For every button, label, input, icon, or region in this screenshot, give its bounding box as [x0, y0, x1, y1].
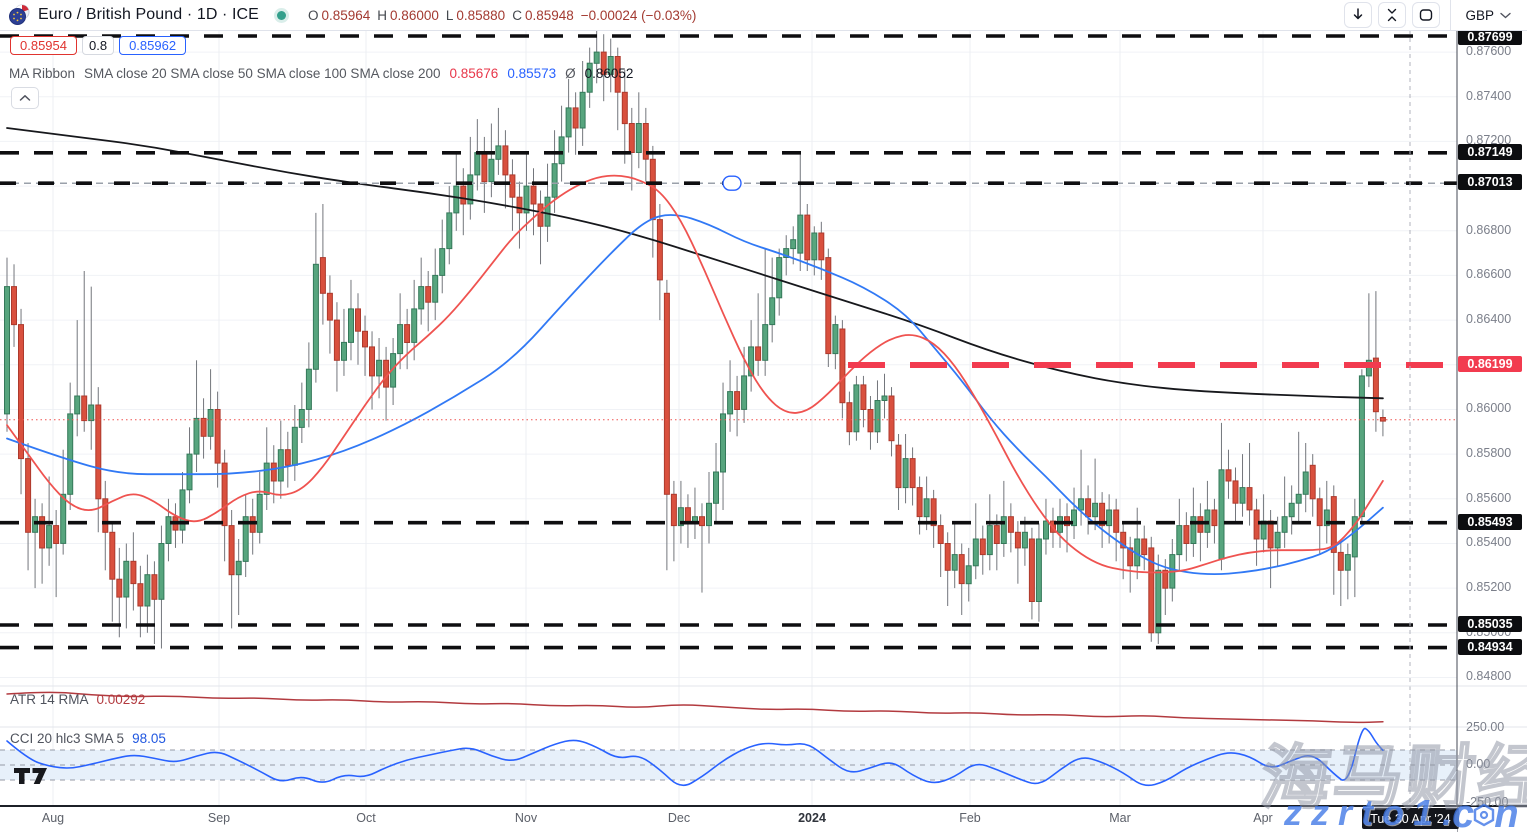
indicator-lines[interactable] — [6, 691, 1384, 787]
price-axis-label: 0.84800 — [1466, 669, 1512, 684]
high-value: 0.86000 — [390, 7, 439, 23]
chevron-up-icon — [19, 95, 31, 101]
candles-layer[interactable] — [4, 29, 1386, 649]
low-value: 0.85880 — [456, 7, 506, 23]
market-status-dot[interactable] — [276, 10, 286, 20]
price-axis[interactable]: 0.87600 0.87400 0.87200 0.86800 0.86600 0.864… — [1457, 0, 1527, 832]
maximize-pane-button[interactable] — [1412, 2, 1441, 28]
grid-layer — [0, 30, 1457, 806]
ohlc-readout: O 0.85964 H 0.86000 L 0.85880 C 0.85948 −0.0… — [308, 8, 696, 23]
time-axis-label: Feb — [959, 811, 981, 825]
cci-axis-label: 250.00 — [1466, 719, 1505, 734]
price-levels[interactable] — [0, 34, 1457, 650]
collapse-vertical-icon — [1388, 8, 1397, 22]
cci-title: CCI 20 hlc3 SMA 5 — [10, 731, 125, 746]
price-axis-label: 0.85400 — [1466, 535, 1512, 550]
time-axis-label: Nov — [514, 811, 538, 825]
currency-dropdown[interactable]: GBP — [1450, 0, 1521, 30]
price-axis-label: 0.86600 — [1466, 267, 1512, 282]
time-axis-label: Oct — [356, 811, 376, 825]
bid-ask-row: 0.85954 0.8 0.85962 — [10, 36, 187, 55]
spread-chip[interactable]: 0.8 — [82, 36, 115, 55]
price-axis-label: 0.86800 — [1466, 222, 1512, 237]
bid-price-chip[interactable]: 0.85954 — [10, 36, 77, 55]
sma20-value: 0.85676 — [449, 66, 499, 81]
time-axis[interactable]: Aug Sep Oct Nov Dec 2024 Feb Mar Apr — [0, 807, 1457, 832]
close-value: 0.85948 — [524, 7, 574, 23]
price-axis-label: 0.85600 — [1466, 490, 1512, 505]
ma-ribbon-params: SMA close 20 SMA close 50 SMA close 100 … — [84, 66, 441, 81]
ask-price-chip[interactable]: 0.85962 — [119, 36, 187, 55]
cci-value: 98.05 — [132, 731, 166, 746]
chevron-down-icon — [1500, 12, 1511, 18]
top-toolbar: Euro / British Pound · 1D · ICE O 0.85964… — [0, 0, 1527, 31]
change-value: −0.00024 (−0.03%) — [580, 7, 697, 23]
high-label: H — [377, 7, 388, 23]
average-symbol: Ø — [565, 66, 576, 81]
scroll-to-recent-button[interactable] — [1344, 2, 1373, 28]
price-axis-label: 0.85800 — [1466, 446, 1512, 461]
cci-legend[interactable]: CCI 20 hlc3 SMA 5 98.05 — [10, 731, 166, 746]
price-level-badge[interactable]: 0.84934 — [1458, 638, 1522, 655]
price-level-badge[interactable]: 0.85035 — [1458, 616, 1522, 632]
legend-collapse-button[interactable] — [11, 87, 39, 109]
level-line-handle[interactable] — [722, 175, 742, 191]
open-label: O — [307, 7, 319, 23]
time-axis-label: 2024 — [798, 811, 826, 825]
currency-label: GBP — [1465, 7, 1494, 23]
ma-ribbon-title: MA Ribbon — [9, 66, 76, 81]
symbol-title[interactable]: Euro / British Pound · 1D · ICE — [38, 6, 259, 23]
time-axis-label: Apr — [1253, 811, 1273, 825]
cci-band — [0, 749, 1457, 781]
price-level-badge[interactable]: 0.87699 — [1458, 29, 1522, 45]
price-level-badge[interactable]: 0.87149 — [1458, 143, 1522, 160]
time-axis-label: Sep — [207, 811, 231, 825]
price-level-badge[interactable]: 0.85493 — [1458, 513, 1522, 530]
time-axis-label: Dec — [667, 811, 691, 825]
cci-axis-label: 0.00 — [1466, 757, 1491, 771]
time-axis-label: Mar — [1109, 811, 1131, 825]
atr-title: ATR 14 RMA — [10, 692, 89, 707]
cci-axis-label: -250.00 — [1466, 794, 1509, 809]
open-value: 0.85964 — [321, 7, 371, 23]
sma200-value: 0.86052 — [584, 66, 634, 81]
sma50-value: 0.85573 — [507, 66, 557, 81]
price-axis-label: 0.87400 — [1466, 88, 1512, 103]
atr-value: 0.00292 — [96, 692, 146, 707]
last-bar-date-badge: Tue 30 Apr '24 — [1362, 808, 1459, 829]
price-axis-label: 0.86400 — [1466, 312, 1512, 327]
ma-ribbon-lines[interactable] — [6, 127, 1384, 576]
red-level-badge[interactable]: 0.86199 — [1458, 356, 1522, 372]
price-axis-label: 0.85200 — [1466, 580, 1512, 595]
price-axis-label: 0.86000 — [1466, 401, 1512, 416]
low-label: L — [445, 7, 454, 23]
ma-ribbon-legend[interactable]: MA Ribbon SMA close 20 SMA close 50 SMA … — [9, 66, 633, 81]
pane-separators — [0, 30, 1527, 832]
arrow-down-icon — [1354, 8, 1363, 20]
collapse-pane-button[interactable] — [1378, 2, 1407, 28]
time-axis-label: Aug — [41, 811, 65, 825]
price-level-badge[interactable]: 0.87013 — [1458, 174, 1522, 191]
frame-icon — [1420, 9, 1433, 21]
atr-legend[interactable]: ATR 14 RMA 0.00292 — [10, 692, 145, 707]
pair-flags-icon — [8, 4, 30, 26]
close-label: C — [512, 7, 522, 23]
price-axis-label: 0.87600 — [1466, 44, 1512, 59]
tradingview-logo[interactable] — [14, 768, 48, 791]
